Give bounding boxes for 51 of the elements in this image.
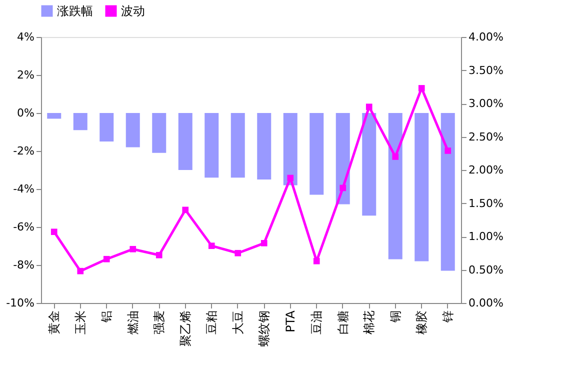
y-tick-label: -10% bbox=[6, 296, 34, 310]
point bbox=[103, 256, 110, 262]
x-tick-label: 铝 bbox=[100, 310, 114, 324]
point bbox=[260, 240, 268, 246]
y-tick-label: -2% bbox=[13, 144, 34, 158]
point bbox=[366, 104, 372, 110]
y2-tick-label: 2.00% bbox=[468, 164, 504, 176]
y2-tick-label: 0.50% bbox=[468, 263, 504, 276]
x-tick-label: 黄金 bbox=[47, 310, 62, 334]
x-tick-label: 豆油 bbox=[310, 310, 324, 334]
point bbox=[340, 184, 346, 192]
point bbox=[444, 148, 452, 154]
x-tick-label: 螺纹钢 bbox=[257, 310, 272, 346]
point bbox=[50, 228, 58, 236]
point bbox=[182, 206, 189, 214]
point bbox=[156, 252, 162, 258]
point bbox=[418, 85, 425, 92]
x-tick-label: 强麦 bbox=[152, 310, 166, 334]
point bbox=[208, 242, 215, 249]
x-tick-label: 大豆 bbox=[230, 310, 245, 334]
point bbox=[234, 250, 242, 256]
x-tick-label: PTA bbox=[283, 310, 298, 332]
y-tick-label: -4% bbox=[13, 182, 34, 196]
x-tick-label: 燃油 bbox=[126, 310, 140, 334]
point bbox=[392, 154, 399, 160]
y2-tick-label: 3.00% bbox=[468, 97, 504, 110]
x-tick-label: 橡胶 bbox=[414, 310, 429, 334]
y-tick-label: 4% bbox=[17, 30, 34, 44]
y-tick-label: 0% bbox=[17, 106, 34, 120]
x-tick-label: 豆粕 bbox=[204, 310, 219, 334]
y-tick-label: 2% bbox=[17, 68, 34, 82]
x-tick-label: 棉花 bbox=[362, 310, 376, 334]
x-tick-label: 白糖 bbox=[336, 310, 350, 334]
y2-tick-label: 0.00% bbox=[468, 296, 504, 310]
y-tick-label: -8% bbox=[13, 258, 34, 272]
legend-label: 波动 bbox=[121, 4, 145, 18]
y2-tick-label: 3.50% bbox=[468, 64, 504, 77]
y2-tick-label: 4.00% bbox=[468, 30, 504, 44]
x-tick-label: 铜 bbox=[388, 310, 402, 324]
point bbox=[287, 174, 294, 182]
point bbox=[77, 268, 84, 274]
point bbox=[313, 258, 320, 264]
y2-tick-label: 1.50% bbox=[468, 196, 504, 210]
point bbox=[130, 246, 136, 252]
y-tick-label: -6% bbox=[13, 220, 34, 234]
y2-tick-label: 1.00% bbox=[468, 230, 504, 243]
x-tick-label: 锌 bbox=[440, 310, 455, 324]
x-tick-label: 聚乙烯 bbox=[178, 310, 192, 346]
x-tick-label: 玉米 bbox=[73, 310, 88, 334]
legend-label: 涨跌幅 bbox=[57, 4, 93, 18]
y2-tick-label: 2.50% bbox=[468, 130, 504, 144]
